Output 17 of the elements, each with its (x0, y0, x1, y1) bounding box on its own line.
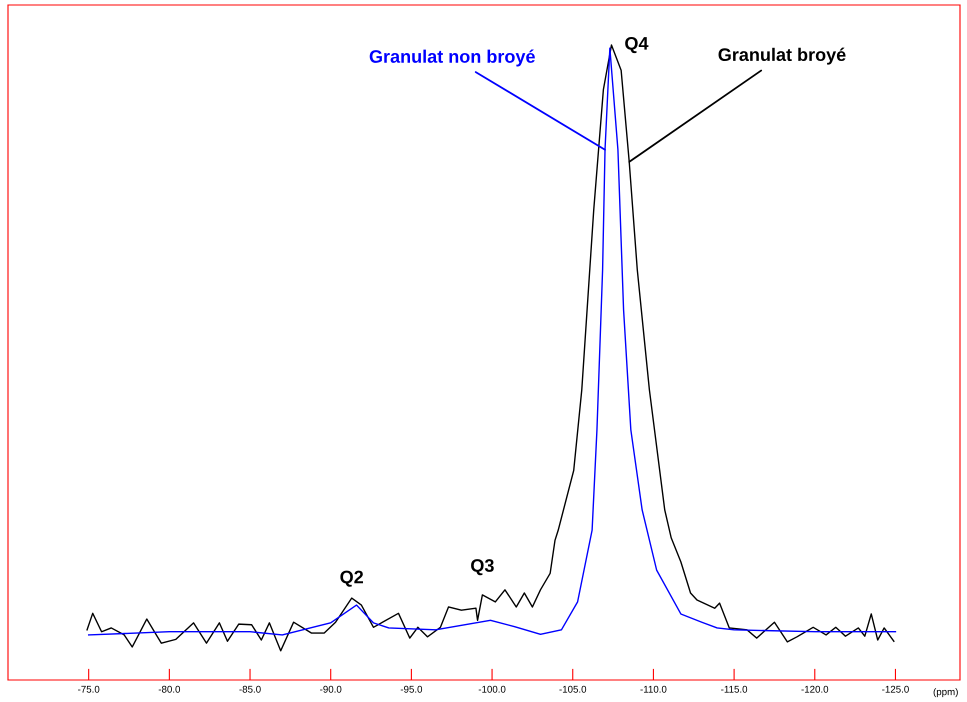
x-tick-label: -100.0 (478, 686, 506, 693)
x-axis-title: (ppm) (934, 688, 958, 698)
annotation: Q4 (625, 36, 648, 54)
x-tick-label: -125.0 (882, 686, 909, 693)
x-tick-label: -75.0 (78, 686, 100, 693)
x-tick-label: -85.0 (239, 686, 261, 693)
annotation: Q2 (340, 570, 364, 587)
annotation: Q3 (471, 559, 494, 576)
x-tick-label: -115.0 (721, 686, 748, 693)
x-tick-label: -120.0 (801, 686, 828, 693)
x-tick-label: -110.0 (640, 686, 666, 693)
text: Granulat non broyé (370, 49, 535, 66)
x-tick-label: -80.0 (158, 686, 180, 693)
text: Granulat broyé (718, 48, 846, 65)
x-tick-label: -105.0 (559, 686, 586, 693)
x-tick-label: -95.0 (400, 686, 422, 693)
x-tick-label: -90.0 (320, 686, 342, 693)
